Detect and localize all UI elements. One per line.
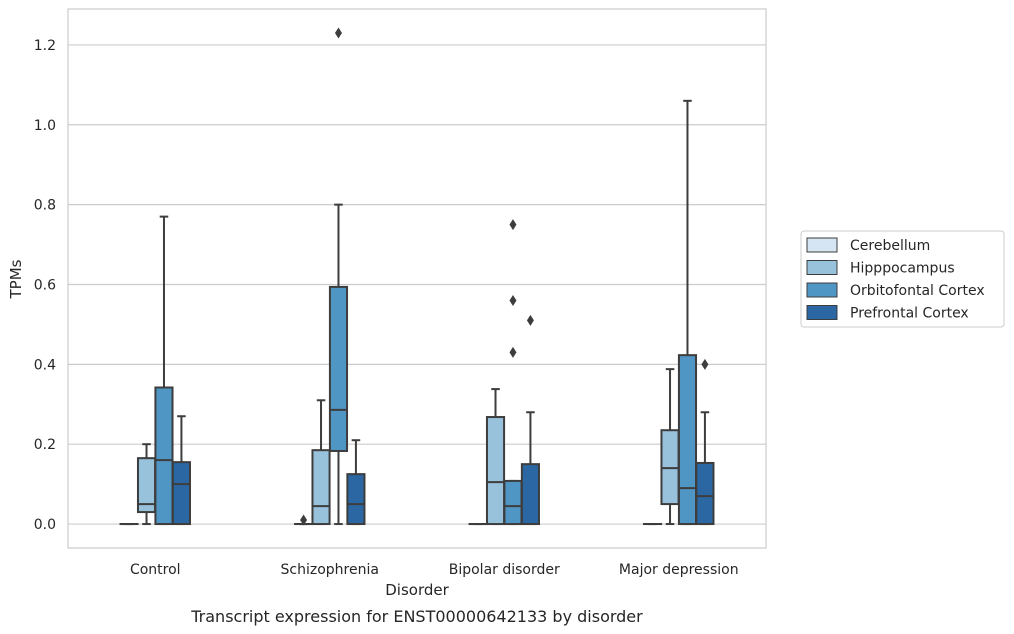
chart-caption: Transcript expression for ENST0000064213… [190, 607, 643, 626]
outlier-point [509, 346, 517, 358]
box-orbitofontal-cortex [154, 215, 174, 526]
box-prefrontal-cortex [346, 439, 366, 526]
plot-area-frame [67, 8, 767, 549]
legend-label: Hipppocampus [850, 261, 955, 277]
outlier-point [509, 294, 517, 306]
x-tick-label: Schizophrenia [281, 562, 379, 578]
box-prefrontal-cortex [171, 415, 191, 526]
y-tick-labels: 0.0 0.2 0.4 0.6 0.8 1.0 1.2 [34, 38, 56, 533]
box-body [171, 461, 191, 526]
box-body [520, 463, 540, 526]
y-tick-label: 0.8 [34, 198, 56, 214]
box-body [346, 473, 366, 526]
legend-label: Prefrontal Cortex [850, 306, 969, 322]
box-body [677, 354, 698, 526]
box-hipppocampus [660, 368, 680, 526]
y-tick-label: 0.6 [34, 277, 56, 293]
legend: Cerebellum Hipppocampus Orbitofontal Corte… [800, 230, 1005, 328]
y-tick-label: 0.4 [34, 357, 56, 373]
box-hipppocampus [136, 443, 157, 526]
legend-label: Orbitofontal Cortex [850, 283, 985, 299]
legend-swatch [806, 260, 838, 275]
outlier-point [300, 514, 308, 526]
box-body [503, 479, 523, 526]
x-tick-label: Major depression [619, 562, 739, 578]
legend-frame [800, 230, 1005, 328]
y-axis-title: TPMs [7, 259, 25, 299]
x-tick-labels: Control Schizophrenia Bipolar disorder Majo… [130, 562, 739, 578]
box-series [119, 27, 715, 526]
box-orbitofontal-cortex [503, 219, 523, 526]
box-cerebellum [294, 514, 314, 526]
box-body [485, 416, 506, 526]
x-tick-label: Bipolar disorder [449, 562, 560, 578]
gridlines [68, 44, 766, 525]
box-orbitofontal-cortex [677, 99, 698, 526]
legend-swatch [806, 305, 838, 320]
outlier-point [334, 27, 342, 39]
box-orbitofontal-cortex [328, 27, 349, 526]
outlier-point [701, 358, 709, 370]
box-body [695, 461, 715, 526]
box-hipppocampus [311, 399, 331, 526]
box-prefrontal-cortex [520, 314, 540, 526]
y-tick-label: 0.2 [34, 437, 56, 453]
box-body [311, 449, 331, 526]
legend-label: Cerebellum [850, 238, 930, 254]
legend-swatch [806, 237, 838, 253]
y-tick-label: 0.0 [34, 517, 56, 533]
box-prefrontal-cortex [695, 358, 715, 526]
box-body [328, 285, 349, 452]
y-tick-label: 1.2 [34, 38, 56, 54]
legend-swatch [806, 282, 838, 298]
x-tick-label: Control [130, 562, 181, 578]
outlier-point [526, 314, 534, 326]
x-axis-title: Disorder [385, 581, 449, 599]
y-tick-label: 1.0 [34, 118, 56, 134]
box-body [154, 386, 174, 526]
outlier-point [509, 219, 517, 231]
box-hipppocampus [485, 388, 506, 526]
